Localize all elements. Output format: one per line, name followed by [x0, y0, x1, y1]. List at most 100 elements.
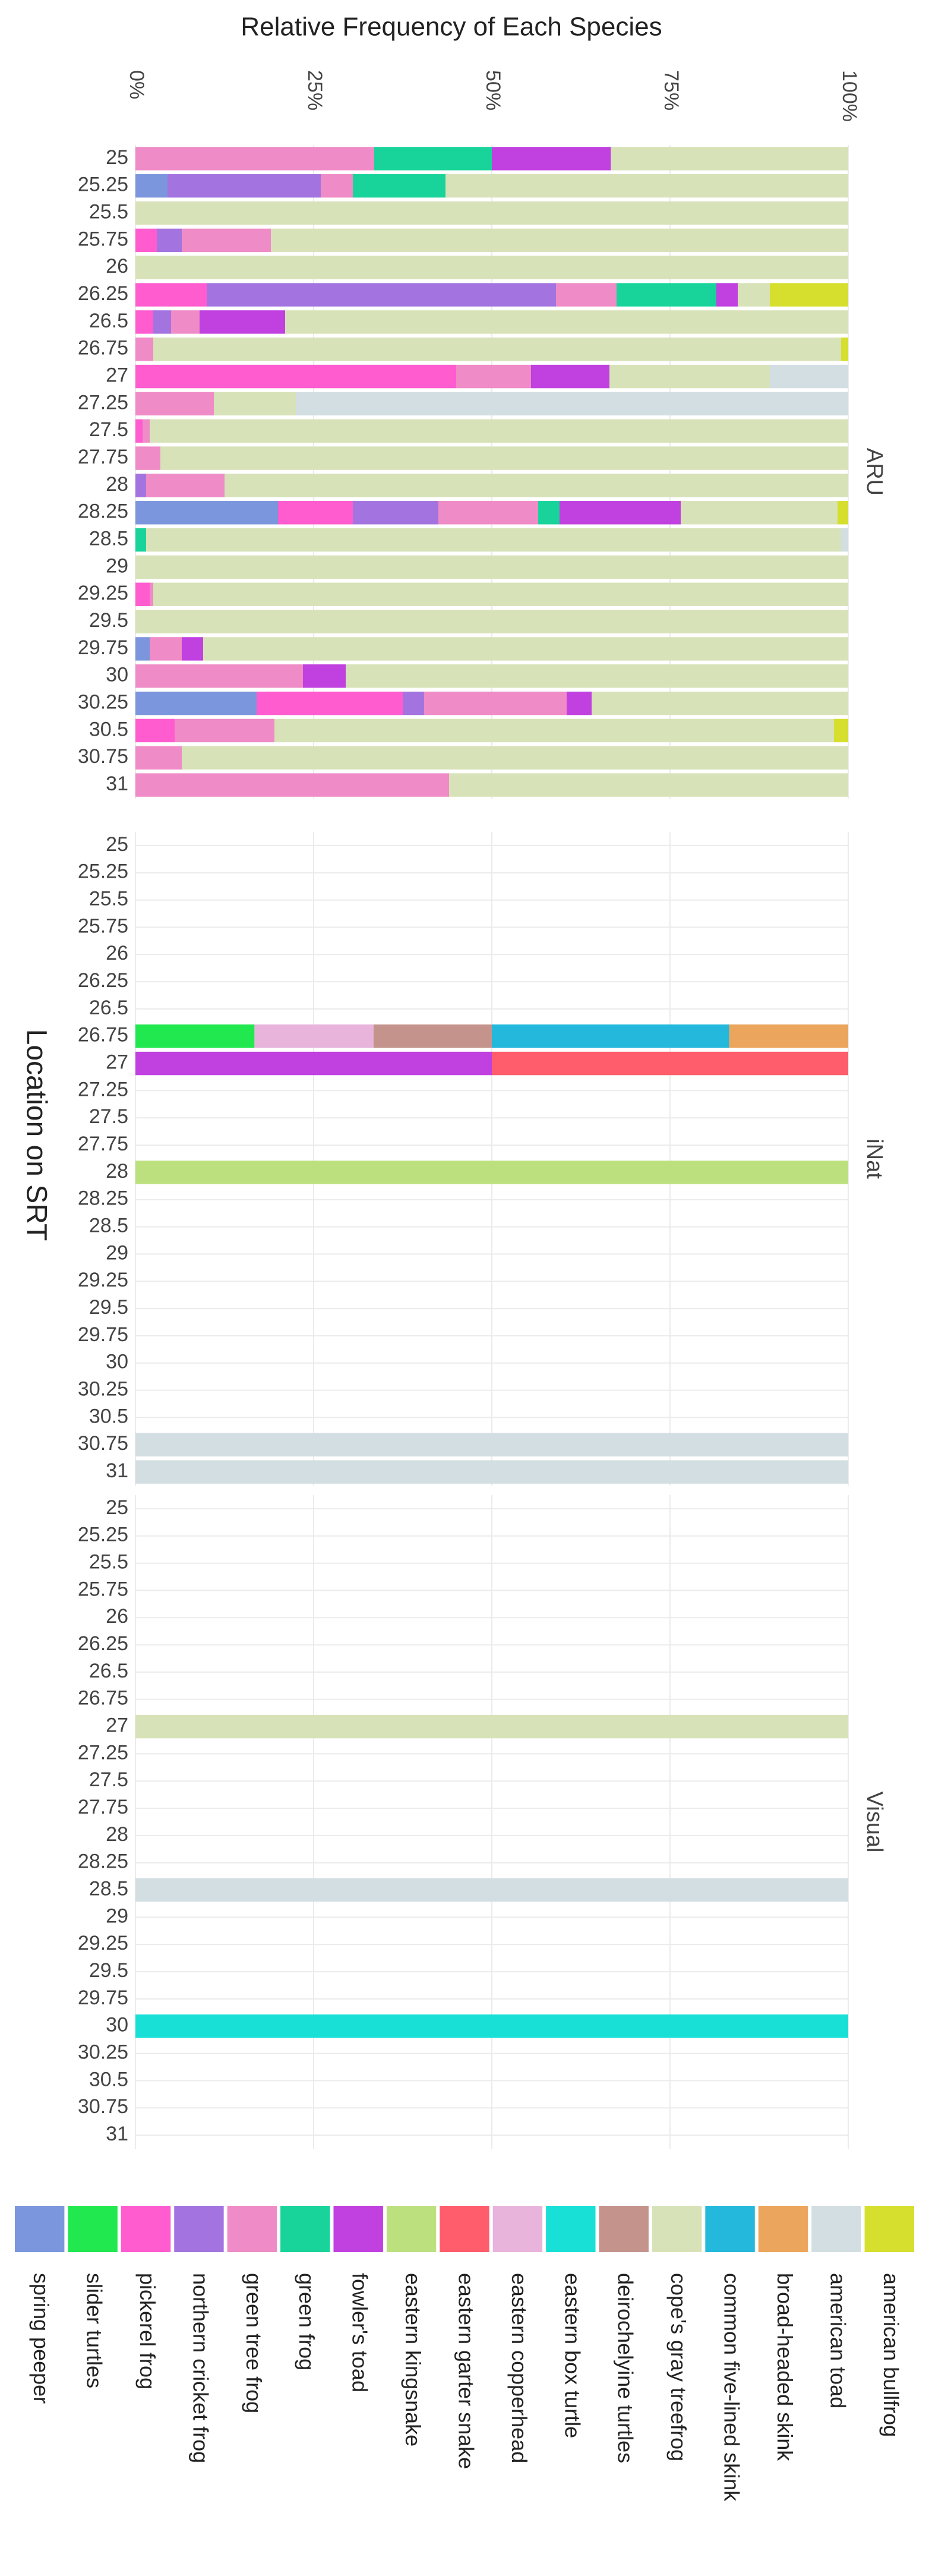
legend-swatch — [174, 2206, 224, 2252]
bar-segment — [135, 637, 150, 661]
y-tick-label: 30.75 — [78, 745, 128, 768]
legend-swatch — [758, 2206, 808, 2252]
x-tick-label: 25% — [304, 70, 326, 111]
x-tick-label: 75% — [660, 70, 682, 111]
bar-segment — [346, 664, 848, 688]
bar-segment — [271, 228, 848, 253]
legend-label: cope's gray treefrog — [666, 2273, 691, 2461]
bar-segment — [424, 691, 567, 715]
bar-segment — [143, 419, 150, 443]
legend-swatch — [811, 2206, 861, 2252]
bar-segment — [135, 2014, 848, 2038]
y-tick-label: 29.5 — [89, 609, 128, 632]
bar-segment — [135, 1878, 848, 1902]
bar-segment — [135, 691, 257, 715]
y-tick-label: 27.75 — [78, 446, 128, 468]
bar-segment — [135, 1714, 848, 1739]
y-tick-label: 26.75 — [78, 1024, 128, 1046]
bar-segment — [135, 256, 848, 279]
y-tick-label: 26.75 — [78, 1687, 128, 1710]
bar-segment — [841, 528, 848, 552]
y-tick-label: 29.75 — [78, 1323, 128, 1346]
bar-segment — [182, 746, 848, 770]
y-axis-title: Location on SRT — [20, 1029, 52, 1241]
y-tick-label: 25 — [106, 146, 128, 169]
bar-segment — [303, 664, 346, 688]
y-tick-label: 27.75 — [78, 1796, 128, 1818]
bar-segment — [438, 501, 538, 525]
y-tick-label: 28 — [106, 1160, 128, 1183]
y-tick-label: 30.5 — [89, 1405, 128, 1427]
y-tick-label: 29.25 — [78, 1269, 128, 1291]
y-tick-label: 27.5 — [89, 1105, 128, 1128]
legend-swatch — [492, 2206, 543, 2252]
legend-label: green tree frog — [242, 2273, 266, 2413]
bar-segment — [175, 718, 274, 743]
bar-segment — [135, 501, 278, 525]
legend-swatch — [333, 2206, 383, 2252]
bar-segment — [160, 446, 848, 470]
legend-label: eastern kingsnake — [401, 2273, 425, 2446]
y-tick-label: 26.5 — [89, 1660, 128, 1682]
y-tick-label: 31 — [106, 2123, 128, 2145]
legend-label: fowler's toad — [348, 2273, 372, 2392]
y-tick-label: 30 — [106, 2014, 128, 2036]
legend-swatch — [121, 2206, 171, 2252]
bar-segment — [135, 582, 150, 606]
legend-swatch — [280, 2206, 330, 2252]
y-tick-label: 28.25 — [78, 500, 128, 523]
bar-segment — [492, 1051, 848, 1076]
bar-segment — [278, 501, 353, 525]
bar-segment — [214, 392, 296, 416]
legend-label: eastern garter snake — [454, 2273, 478, 2469]
bar-segment — [135, 147, 374, 171]
bar-segment — [207, 283, 556, 307]
y-tick-label: 26 — [106, 942, 128, 964]
y-tick-label: 27.5 — [89, 1768, 128, 1791]
bar-segment — [531, 364, 609, 389]
legend-swatch — [227, 2206, 277, 2252]
bar-segment — [770, 364, 848, 389]
y-tick-label: 26.75 — [78, 337, 128, 360]
bar-segment — [182, 637, 203, 661]
y-tick-label: 25.75 — [78, 915, 128, 937]
facet-label: iNat — [862, 1139, 887, 1179]
y-tick-label: 27.25 — [78, 1741, 128, 1764]
bar-segment — [681, 501, 838, 525]
y-tick-label: 26.25 — [78, 282, 128, 305]
y-tick-label: 27 — [106, 1051, 128, 1074]
bar-segment — [150, 637, 182, 661]
bar-segment — [738, 283, 770, 307]
bar-segment — [449, 773, 848, 797]
bar-segment — [157, 228, 182, 253]
bar-segment — [560, 501, 681, 525]
legend-swatch — [386, 2206, 437, 2252]
y-tick-label: 25.75 — [78, 1578, 128, 1600]
y-tick-label: 26.5 — [89, 997, 128, 1019]
bar-segment — [838, 501, 848, 525]
legend-label: broad-headed skink — [773, 2273, 797, 2461]
legend-label: slider turtles — [83, 2273, 107, 2388]
bar-segment — [225, 474, 848, 497]
y-tick-label: 29.75 — [78, 1987, 128, 2009]
y-tick-label: 29 — [106, 1241, 128, 1264]
bar-segment — [321, 174, 353, 198]
bar-segment — [456, 364, 531, 389]
x-tick-label: 100% — [838, 70, 861, 122]
bar-segment — [135, 773, 449, 797]
bar-segment — [254, 1024, 374, 1048]
y-tick-label: 25.5 — [89, 888, 128, 910]
bar-segment — [135, 718, 175, 743]
legend-label: eastern box turtle — [560, 2273, 584, 2438]
y-tick-label: 25.75 — [78, 228, 128, 250]
y-tick-label: 30.25 — [78, 2041, 128, 2064]
y-tick-label: 28.5 — [89, 528, 128, 550]
y-tick-label: 26.25 — [78, 969, 128, 992]
bar-segment — [135, 419, 143, 443]
y-tick-label: 30 — [106, 664, 128, 686]
bar-segment — [353, 501, 438, 525]
bar-segment — [374, 147, 492, 171]
bar-segment — [135, 746, 182, 770]
legend-swatch — [546, 2206, 596, 2252]
y-tick-label: 27 — [106, 364, 128, 387]
